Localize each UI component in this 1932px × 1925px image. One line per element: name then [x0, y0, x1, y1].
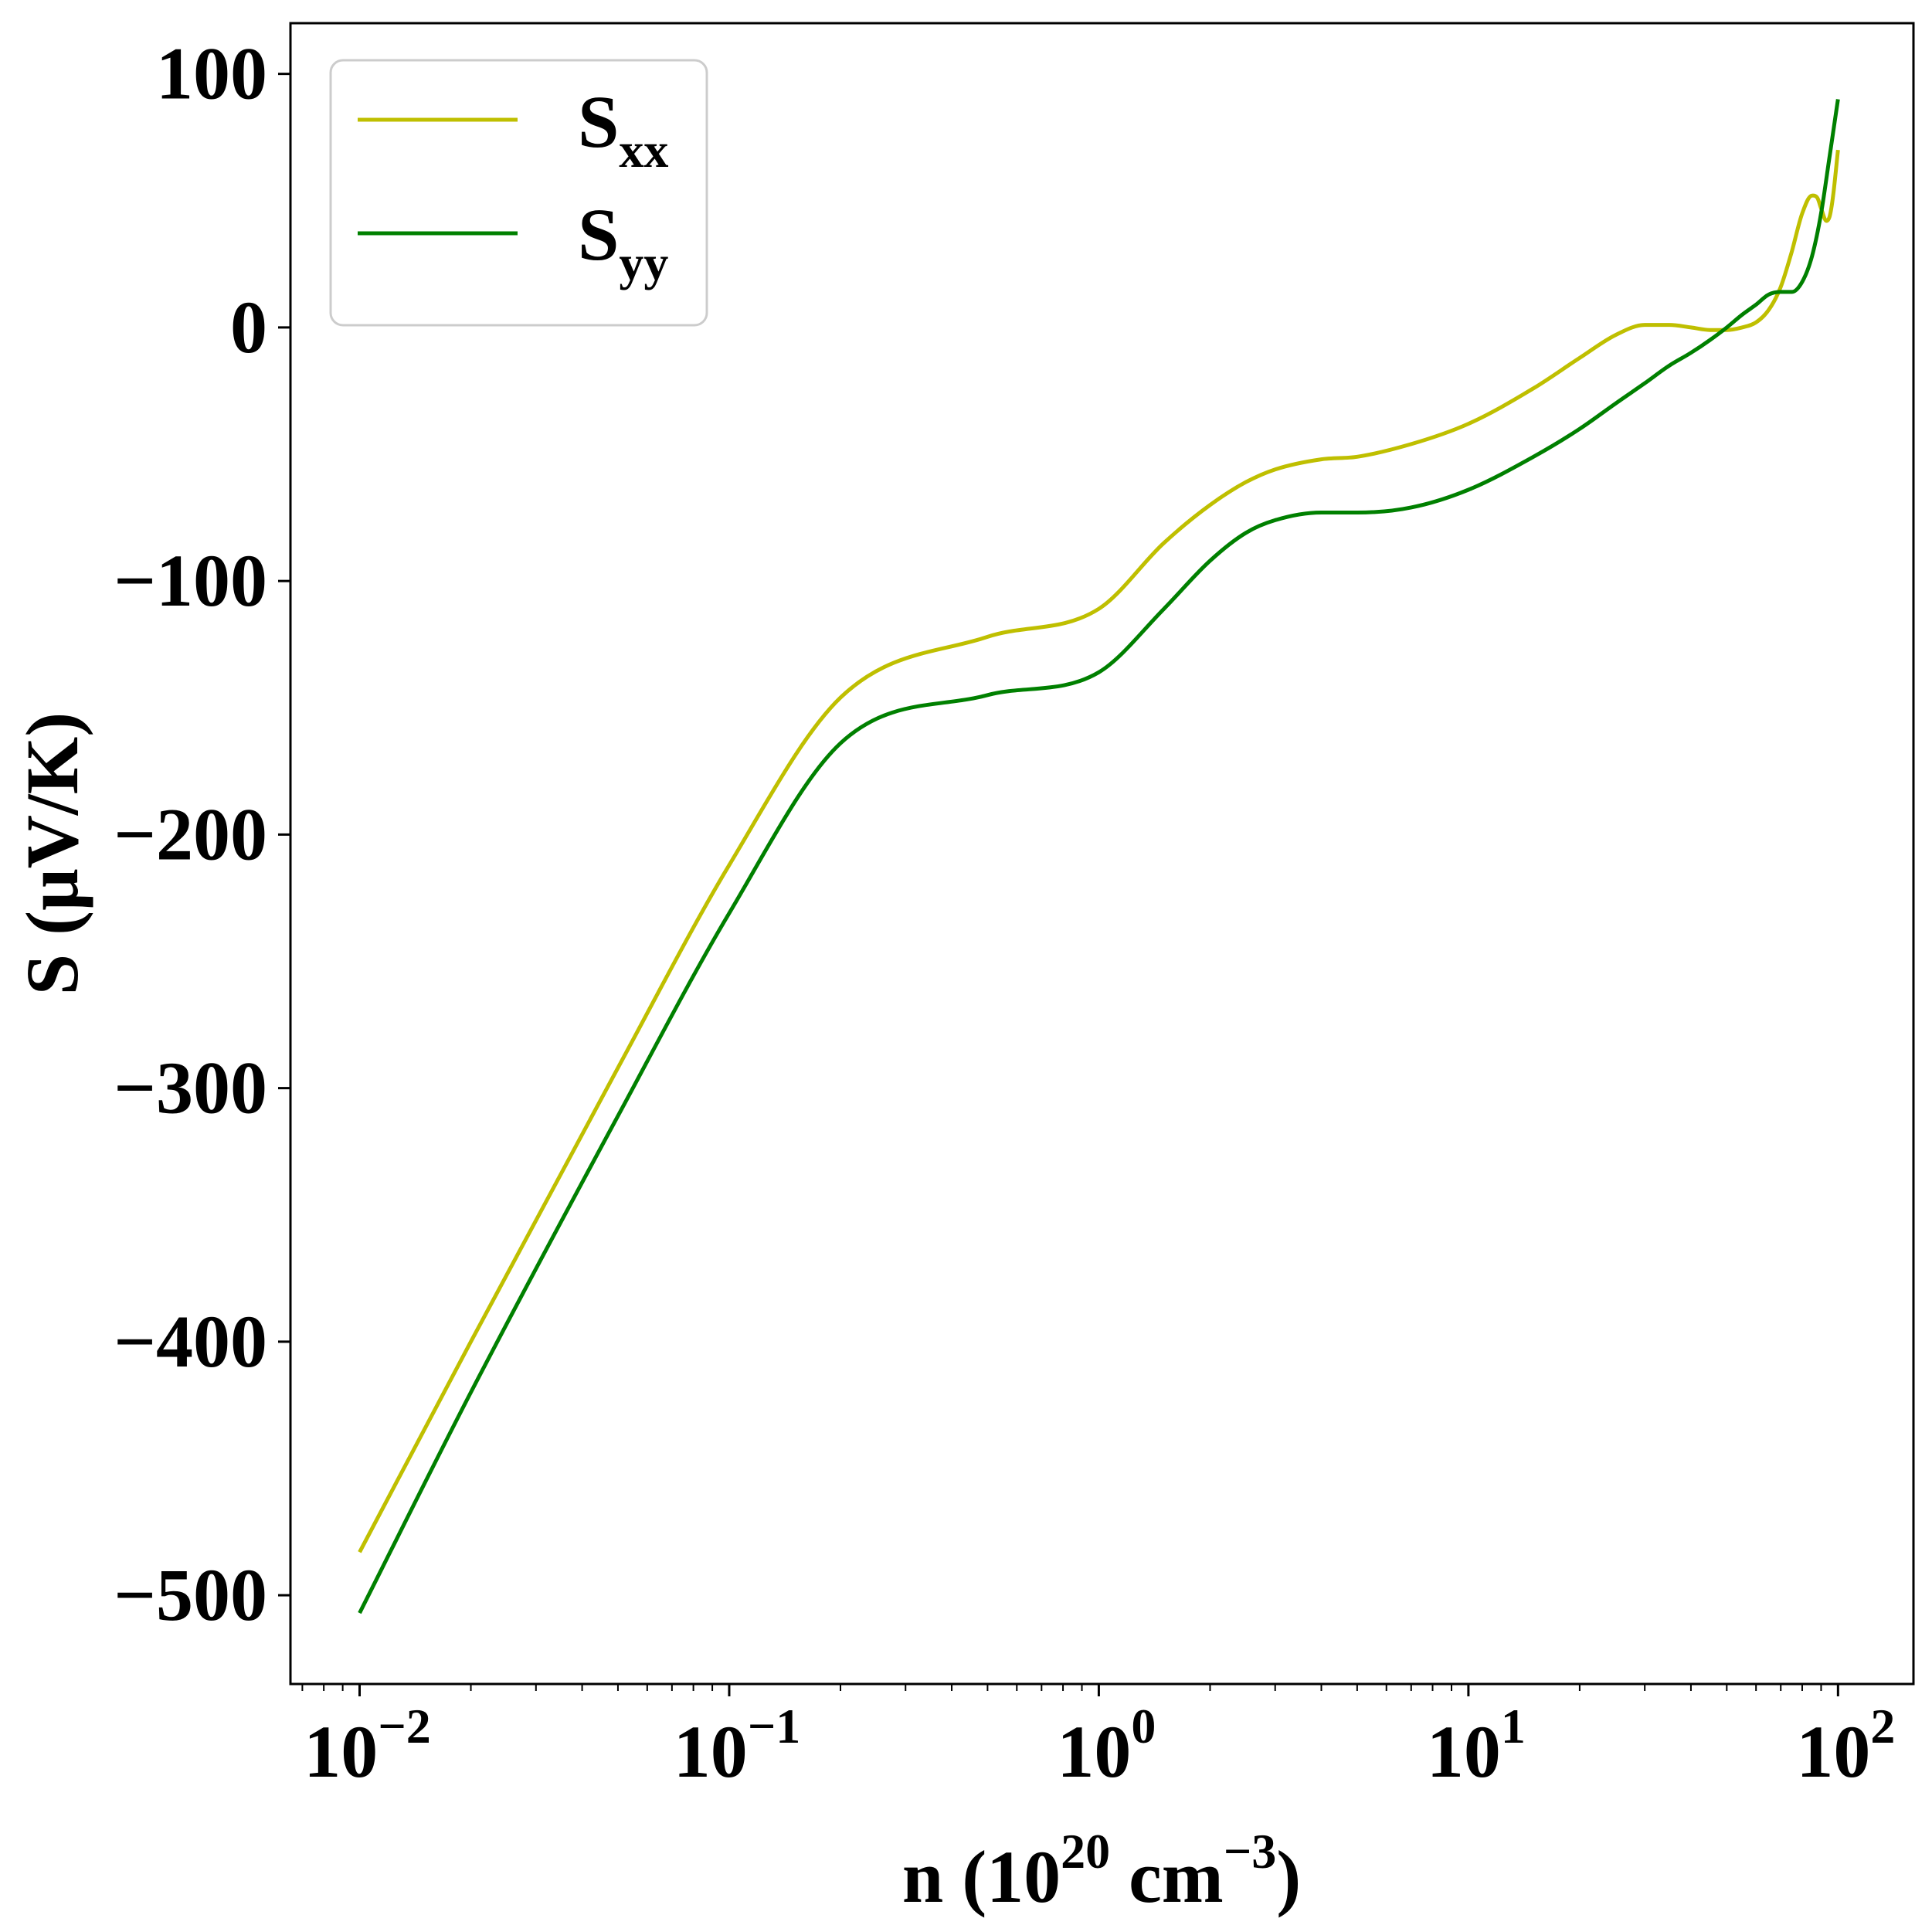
x-tick-label-exp: 0	[1131, 1699, 1156, 1754]
x-axis-ticks: 10−2 10−1 100 101 102	[301, 1684, 1895, 1793]
x-axis-label-sup2: −3	[1224, 1824, 1276, 1879]
y-tick-label: 100	[156, 32, 267, 115]
y-tick-label: −500	[114, 1553, 267, 1636]
y-tick-label: −300	[114, 1047, 267, 1129]
x-tick-label-exp: −2	[378, 1699, 430, 1754]
legend-label-sxx-sub: xx	[619, 123, 668, 178]
y-axis-ticks: 100 0 −100 −200 −300 −400 −500	[114, 32, 290, 1636]
legend-label-syy-main: S	[578, 193, 619, 276]
legend-box	[329, 59, 708, 327]
series-layer	[358, 99, 1840, 1614]
x-tick-label-exp: 2	[1870, 1699, 1895, 1754]
y-tick-label: −100	[114, 539, 267, 622]
y-tick-label: 0	[230, 286, 267, 368]
series-line-xx	[358, 149, 1840, 1553]
legend-label-syy: Syy	[578, 193, 668, 290]
x-axis-label-end: )	[1276, 1835, 1301, 1918]
x-tick-label: 100	[1057, 1699, 1156, 1793]
plot-frame	[289, 22, 1915, 1686]
legend-label-sxx: Sxx	[578, 80, 668, 178]
y-tick-label: −200	[114, 793, 267, 875]
x-tick-label: 101	[1427, 1699, 1526, 1793]
x-tick-label-base: 10	[1796, 1710, 1870, 1793]
legend: Sxx Syy	[329, 59, 708, 327]
x-tick-label-base: 10	[1057, 1710, 1131, 1793]
x-tick-label-base: 10	[674, 1710, 748, 1793]
series-line-yy	[358, 99, 1840, 1614]
x-axis-label-main: n (10	[902, 1835, 1061, 1918]
x-tick-label-exp: −1	[748, 1699, 800, 1754]
x-tick-label: 10−2	[304, 1699, 430, 1793]
x-tick-label: 10−1	[674, 1699, 800, 1793]
legend-label-sxx-main: S	[578, 80, 619, 163]
x-axis-label: n (1020 cm−3)	[902, 1824, 1301, 1918]
x-tick-label-base: 10	[304, 1710, 378, 1793]
x-axis-label-mid: cm	[1110, 1835, 1224, 1918]
x-tick-label: 102	[1796, 1699, 1895, 1793]
y-axis-label: S (μV/K)	[11, 712, 93, 995]
x-axis-label-sup1: 20	[1061, 1824, 1110, 1879]
x-tick-label-base: 10	[1427, 1710, 1501, 1793]
x-tick-label-exp: 1	[1501, 1699, 1526, 1754]
y-tick-label: −400	[114, 1300, 267, 1383]
legend-label-syy-sub: yy	[619, 236, 668, 290]
